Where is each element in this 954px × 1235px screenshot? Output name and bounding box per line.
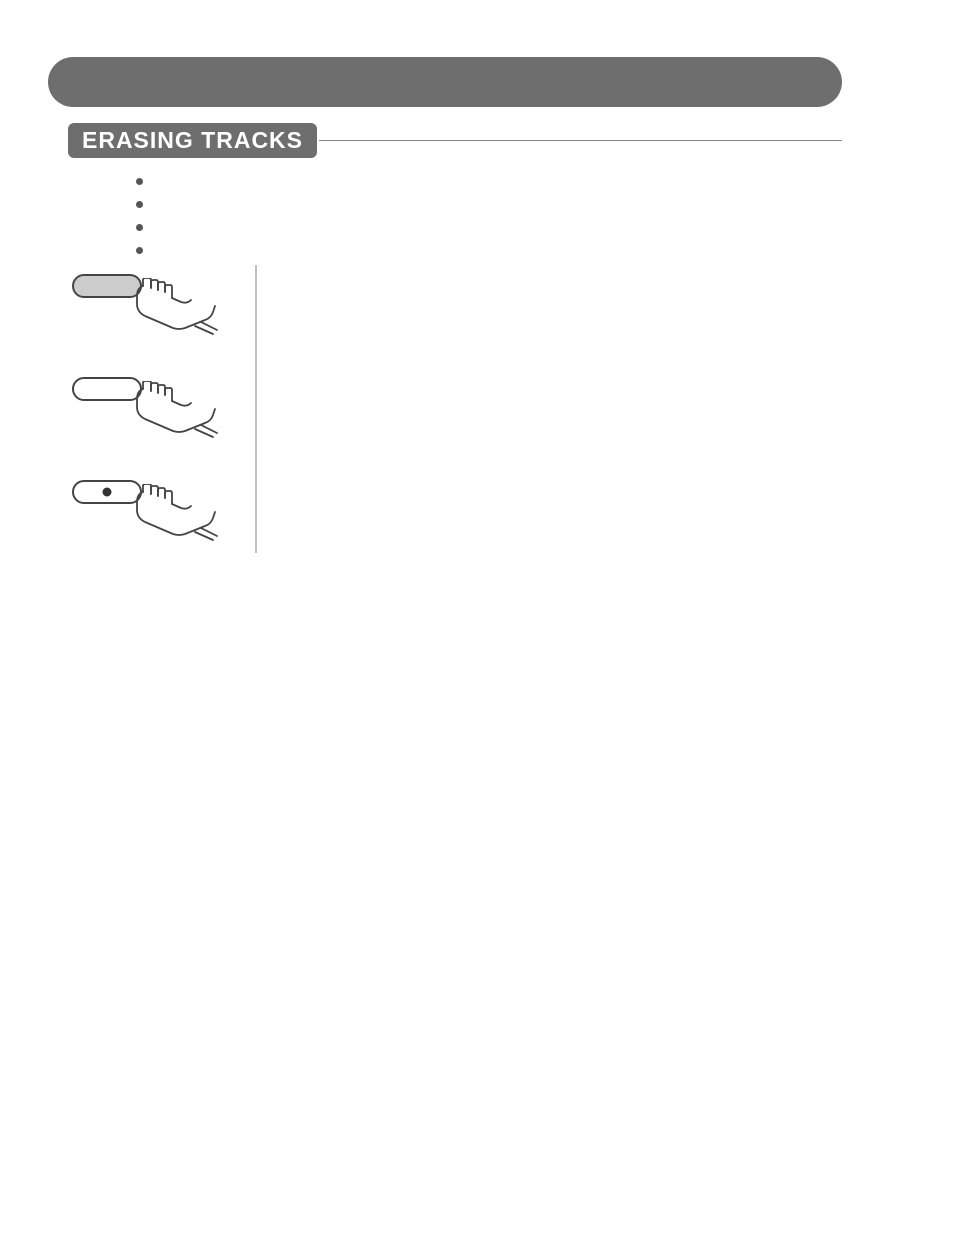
hand-press-icon: [123, 484, 218, 544]
bullet-icon: [136, 247, 143, 254]
vertical-divider: [255, 265, 257, 553]
hand-press-icon: [123, 381, 218, 441]
button-press-1: [68, 272, 218, 337]
button-press-3: [68, 478, 218, 543]
record-dot-icon: [103, 488, 112, 497]
bullet-icon: [136, 201, 143, 208]
bullet-icon: [136, 224, 143, 231]
hand-press-icon: [123, 278, 218, 338]
button-press-2: [68, 375, 218, 440]
section-title-label: ERASING TRACKS: [68, 123, 317, 158]
section-divider-line: [319, 140, 842, 141]
button-illustrations: [68, 272, 218, 543]
section-header: ERASING TRACKS: [68, 123, 842, 158]
header-bar: [48, 57, 842, 107]
bullet-icon: [136, 178, 143, 185]
bullet-list: [136, 178, 143, 254]
